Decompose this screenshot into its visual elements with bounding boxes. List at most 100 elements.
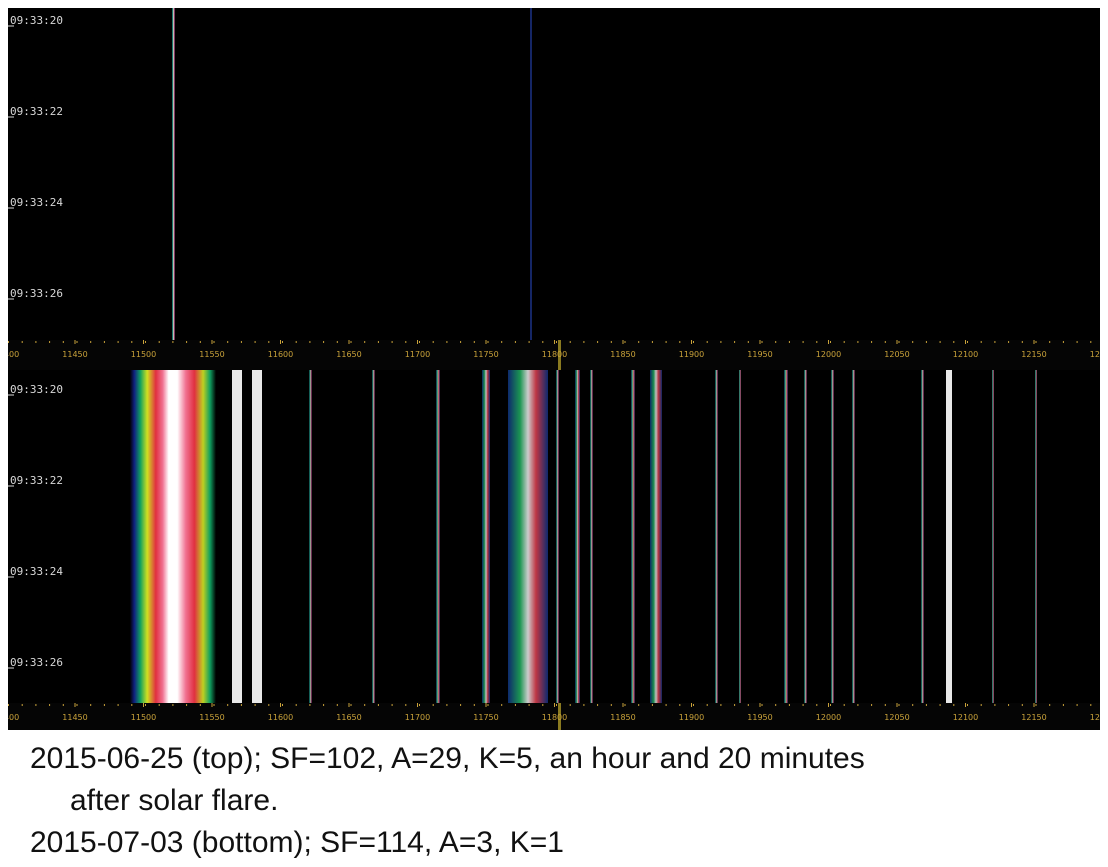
minor-tick bbox=[131, 341, 133, 343]
minor-tick bbox=[336, 704, 338, 706]
signal-line bbox=[372, 370, 375, 703]
signal-line bbox=[631, 370, 635, 703]
caption: 2015-06-25 (top); SF=102, A=29, K=5, an … bbox=[30, 742, 865, 859]
minor-tick bbox=[213, 341, 215, 343]
minor-tick bbox=[419, 341, 420, 343]
minor-tick bbox=[62, 704, 64, 706]
signal-line bbox=[852, 370, 855, 703]
caption-line: 2015-07-03 (bottom); SF=114, A=3, K=1 bbox=[30, 826, 564, 859]
signal-line bbox=[804, 370, 807, 703]
time-label: 09:33:22 bbox=[10, 474, 63, 487]
minor-tick bbox=[172, 341, 174, 343]
minor-tick bbox=[90, 341, 92, 343]
axis-strip bbox=[8, 703, 1100, 730]
frequency-label: 12000 bbox=[816, 713, 841, 722]
time-label: 09:33:20 bbox=[10, 383, 63, 396]
signal-line bbox=[252, 370, 262, 703]
frequency-label: 11700 bbox=[405, 350, 430, 359]
minor-tick bbox=[227, 341, 229, 343]
minor-tick bbox=[953, 704, 955, 706]
frequency-label: 11900 bbox=[679, 350, 704, 359]
minor-tick bbox=[1090, 341, 1092, 343]
time-label: 09:33:26 bbox=[10, 287, 63, 300]
minor-tick bbox=[405, 341, 407, 343]
minor-tick bbox=[665, 704, 667, 706]
minor-tick bbox=[925, 341, 927, 343]
frequency-label: 11650 bbox=[336, 713, 361, 722]
time-label: 09:33:24 bbox=[10, 196, 63, 209]
minor-tick bbox=[432, 341, 434, 343]
frequency-label: 11400 bbox=[0, 350, 19, 359]
minor-tick bbox=[802, 704, 804, 706]
frequency-label: 12050 bbox=[884, 713, 909, 722]
signal-line bbox=[650, 370, 662, 703]
minor-tick bbox=[145, 704, 146, 706]
frequency-label: 11500 bbox=[131, 713, 156, 722]
minor-tick bbox=[967, 341, 968, 343]
minor-tick bbox=[761, 341, 763, 343]
frequency-label: 11750 bbox=[473, 713, 498, 722]
minor-tick bbox=[282, 704, 283, 706]
signal-line bbox=[715, 370, 718, 703]
caption-line: after solar flare. bbox=[70, 784, 278, 817]
frequency-label: 12100 bbox=[953, 713, 978, 722]
minor-tick bbox=[460, 341, 462, 343]
minor-tick bbox=[21, 341, 23, 343]
frequency-label: 11550 bbox=[199, 713, 224, 722]
minor-tick bbox=[460, 704, 462, 706]
minor-tick bbox=[514, 341, 516, 343]
signal-line bbox=[921, 370, 924, 703]
center-marker bbox=[558, 703, 561, 730]
frequency-label: 11600 bbox=[268, 713, 293, 722]
minor-tick bbox=[172, 704, 174, 706]
minor-tick bbox=[117, 341, 119, 343]
frequency-label: 11650 bbox=[336, 350, 361, 359]
minor-tick bbox=[1062, 341, 1064, 343]
minor-tick bbox=[802, 341, 804, 343]
minor-tick bbox=[49, 704, 51, 706]
minor-tick bbox=[651, 341, 653, 343]
minor-tick bbox=[679, 341, 681, 343]
signal-band bbox=[508, 370, 548, 703]
minor-tick bbox=[295, 704, 297, 706]
frequency-label: 11750 bbox=[473, 350, 498, 359]
frequency-label: 11550 bbox=[199, 350, 224, 359]
signal-line bbox=[436, 370, 440, 703]
minor-tick bbox=[90, 704, 92, 706]
minor-tick bbox=[706, 341, 708, 343]
minor-tick bbox=[158, 341, 160, 343]
frequency-label: 12050 bbox=[884, 350, 909, 359]
minor-tick bbox=[843, 341, 845, 343]
frequency-label: 11400 bbox=[0, 713, 19, 722]
minor-tick bbox=[487, 704, 489, 706]
minor-tick bbox=[610, 341, 612, 343]
minor-tick bbox=[323, 341, 325, 343]
minor-tick bbox=[501, 704, 503, 706]
minor-tick bbox=[871, 341, 873, 343]
minor-tick bbox=[734, 341, 736, 343]
minor-tick bbox=[282, 341, 283, 343]
signal-line bbox=[232, 370, 242, 703]
signal-line bbox=[590, 370, 593, 703]
minor-tick bbox=[830, 341, 831, 343]
signal-line bbox=[831, 370, 834, 703]
minor-tick bbox=[980, 704, 982, 706]
minor-tick bbox=[583, 704, 585, 706]
frequency-label: 11900 bbox=[679, 713, 704, 722]
minor-tick bbox=[186, 704, 188, 706]
minor-tick bbox=[939, 704, 941, 706]
minor-tick bbox=[76, 341, 78, 343]
minor-tick bbox=[871, 704, 873, 706]
minor-tick bbox=[857, 341, 859, 343]
frequency-label: 12150 bbox=[1021, 350, 1046, 359]
minor-tick bbox=[473, 704, 475, 706]
minor-tick bbox=[514, 704, 516, 706]
minor-tick bbox=[898, 341, 900, 343]
minor-tick bbox=[788, 704, 790, 706]
signal-line bbox=[992, 370, 994, 703]
minor-tick bbox=[597, 704, 599, 706]
minor-tick bbox=[131, 704, 133, 706]
minor-tick bbox=[953, 341, 955, 343]
